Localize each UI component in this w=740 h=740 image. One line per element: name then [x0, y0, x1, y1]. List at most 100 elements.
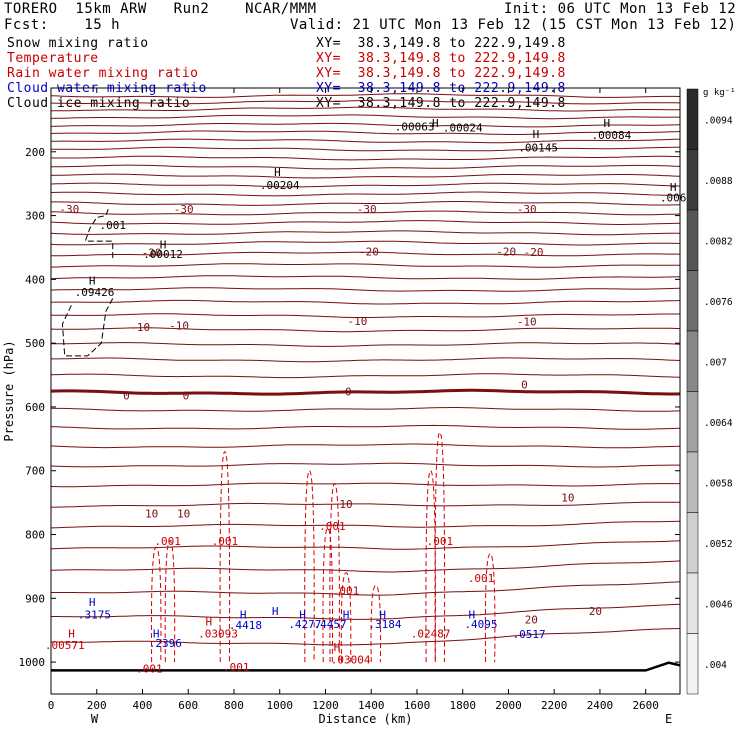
y-tick-label: 800	[25, 529, 45, 542]
rain-plume	[322, 527, 334, 663]
temperature-label: -20	[524, 246, 544, 259]
isotherm	[50, 482, 680, 488]
west-endpoint: W	[91, 712, 99, 726]
colorbar-swatch	[686, 149, 699, 211]
field-annotation: H	[153, 627, 160, 640]
x-tick-label: 2600	[632, 699, 659, 712]
isotherm	[50, 540, 681, 550]
isotherm	[50, 220, 681, 225]
y-tick-label: 300	[25, 210, 45, 223]
field-annotation: .001	[100, 219, 127, 232]
x-tick-label: 2000	[495, 699, 522, 712]
x-tick-label: 1000	[266, 699, 293, 712]
x-tick-label: 800	[224, 699, 244, 712]
isotherm	[50, 327, 681, 333]
init-time: Init: 06 UTC Mon 13 Feb 12	[504, 1, 737, 17]
field-annotation: H	[533, 128, 540, 141]
isotherm	[51, 581, 681, 596]
temperature-label: -10	[130, 321, 150, 334]
field-annotation: .4418	[229, 619, 262, 632]
snow-contour	[61, 209, 114, 357]
field-annotation: .00204	[260, 179, 300, 192]
isotherm	[51, 313, 680, 318]
isotherm	[50, 388, 681, 396]
field-annotation: .00145	[518, 141, 558, 154]
east-endpoint: E	[665, 712, 672, 726]
colorbar-label: .0082	[704, 236, 733, 247]
field-xy-temperature: XY= 38.3,149.8 to 222.9,149.8	[316, 51, 566, 66]
rain-contours	[150, 431, 496, 663]
temperature-label: -10	[169, 319, 189, 332]
field-annotation: .001	[136, 662, 163, 675]
temperature-label: -30	[357, 203, 377, 216]
field-annotation: .4457	[313, 618, 346, 631]
rain-plume	[329, 482, 340, 663]
field-annotation: H	[160, 238, 167, 251]
valid-time: Valid: 21 UTC Mon 13 Feb 12 (15 CST Mon …	[290, 17, 737, 33]
isotherm	[50, 114, 680, 120]
colorbar-label: .0076	[704, 297, 733, 308]
field-name-snow: Snow mixing ratio	[7, 36, 149, 51]
field-annotation: .00063	[395, 120, 435, 133]
field-annotation: .03004	[331, 654, 371, 667]
field-annotation: H	[299, 608, 306, 621]
x-tick-label: 200	[87, 699, 107, 712]
colorbar-label: .0058	[704, 478, 733, 489]
field-annotation: .2396	[149, 637, 182, 650]
field-annotation: .03093	[198, 627, 238, 640]
colorbar-label: .0052	[704, 539, 733, 550]
rain-plume	[340, 572, 352, 663]
y-tick-label: 500	[25, 337, 45, 350]
isotherm	[51, 106, 680, 112]
temperature-label: 10	[561, 492, 574, 505]
rain-plume	[484, 553, 496, 663]
isotherm	[51, 138, 681, 144]
temperature-label: -20	[359, 245, 379, 258]
field-annotation: .02487	[411, 627, 451, 640]
field-annotation: .001	[319, 520, 346, 533]
isotherm	[50, 155, 681, 161]
field-annotation: H	[343, 608, 350, 621]
x-tick-label: 1200	[312, 699, 339, 712]
isotherm	[51, 201, 681, 206]
isotherm	[50, 407, 681, 412]
isotherm	[50, 462, 680, 468]
rain-plume	[304, 470, 315, 663]
isotherm	[51, 628, 681, 646]
colorbar-swatch	[686, 209, 699, 271]
isotherm	[50, 173, 681, 179]
colorbar-swatch	[686, 88, 699, 150]
temperature-label: -10	[348, 315, 368, 328]
field-annotation: .3184	[368, 618, 401, 631]
field-annotation: .00084	[592, 129, 632, 142]
temperature-contours	[50, 93, 681, 672]
field-annotation: H	[206, 615, 213, 628]
axes: 0 200 400 600 800 1000 1200 1400 1600 1800 2000 220…	[2, 87, 681, 726]
field-annotation: .4277	[288, 618, 321, 631]
field-annotation: .001	[223, 661, 250, 674]
field-annotation: H	[334, 641, 341, 654]
field-xy-rain: XY= 38.3,149.8 to 222.9,149.8	[316, 66, 566, 81]
isotherm	[50, 93, 681, 98]
isotherm	[50, 501, 681, 508]
temperature-label: -20	[142, 247, 162, 260]
field-annotation: H	[670, 181, 677, 194]
y-tick-label: 700	[25, 465, 45, 478]
rain-plume	[219, 451, 231, 663]
isotherm	[50, 210, 681, 216]
isotherm	[50, 230, 680, 236]
snow-contours	[61, 209, 114, 357]
isotherm	[51, 251, 680, 257]
x-tick-label: 400	[133, 699, 153, 712]
field-annotation: .001	[333, 585, 360, 598]
colorbar-swatch	[686, 572, 699, 634]
rain-plume	[370, 585, 382, 663]
colorbar-label: .0094	[704, 115, 733, 126]
colorbar-unit: g kg⁻¹	[703, 88, 736, 98]
field-annotation: H	[379, 608, 386, 621]
field-annotation: .0517	[512, 628, 545, 641]
ground-line	[51, 661, 681, 672]
temperature-label: -30	[174, 203, 194, 216]
y-tick-label: 900	[25, 592, 45, 605]
field-annotation: .00024	[443, 122, 483, 135]
